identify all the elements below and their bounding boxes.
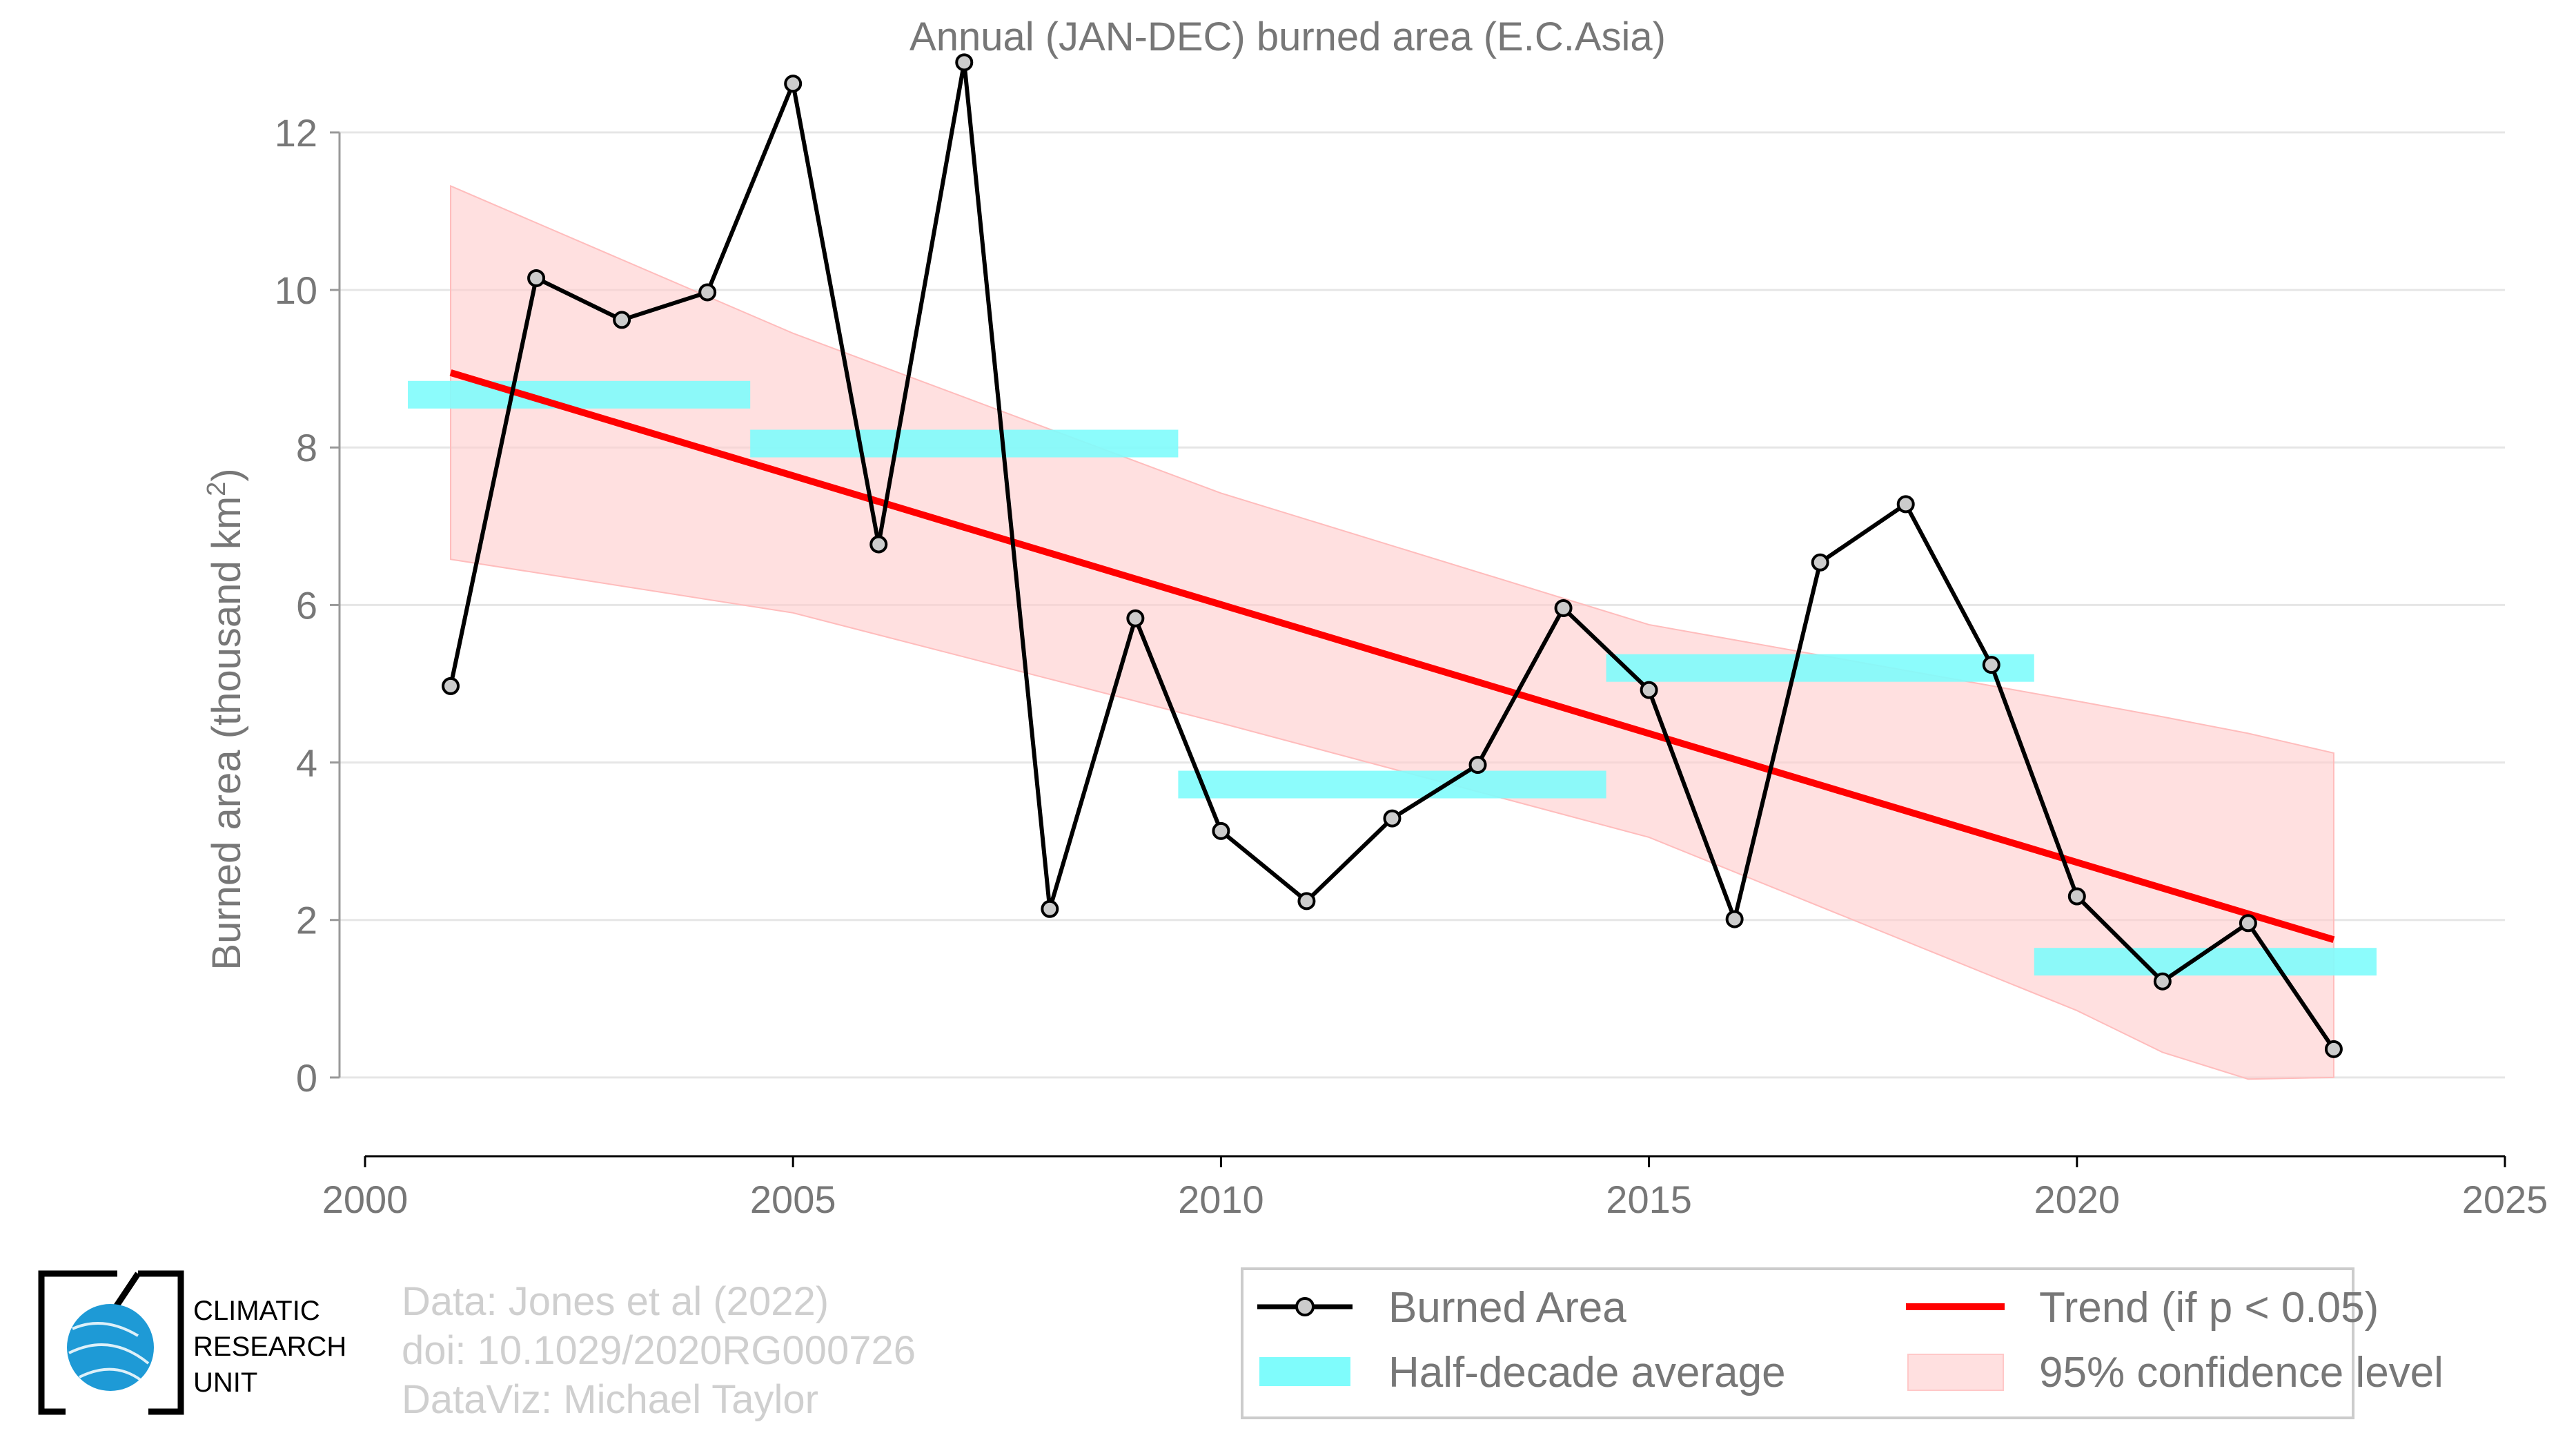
y-axis-label-main: Burned area (thousand km [204,496,249,971]
trend-layer [449,369,2335,944]
globe-icon [67,1304,154,1391]
legend-trend-label: Trend (if p < 0.05) [2039,1284,2379,1332]
cru-logo: CLIMATIC RESEARCH UNIT [38,1270,346,1415]
burned-area-point-2004 [698,283,717,302]
half-decade-bar-1 [750,429,1179,458]
logo-text-line3: UNIT [193,1367,257,1398]
x-tick-label-2025: 2025 [2462,1178,2548,1221]
trend-line [449,369,2335,944]
confidence-band [450,184,2334,1080]
legend-box [1241,1267,2354,1419]
x-tick-labels: 2000 2005 2010 2015 2020 2025 [322,1178,2548,1221]
legend-burned-area-label: Burned Area [1388,1284,1626,1332]
y-tick-labels: 0 2 4 6 8 10 12 [275,111,317,1100]
y-tick-label-4: 4 [296,741,317,785]
legend-burned-area-marker [1295,1297,1315,1316]
burned-area-series-layer [442,53,2343,1058]
burned-area-point-2001 [442,676,460,695]
axes [330,131,2506,1167]
credits: Data: Jones et al (2022) doi: 10.1029/20… [402,1279,916,1422]
burned-area-point-2015 [1640,681,1658,699]
y-tick-label-8: 8 [296,426,317,469]
burned-area-point-2022 [2239,914,2257,933]
burned-area-point-2006 [869,535,888,554]
credit-doi: doi: 10.1029/2020RG000726 [402,1328,916,1373]
credit-data-source: Data: Jones et al (2022) [402,1279,829,1324]
logo-bracket-left [38,1270,117,1415]
burned-area-point-2008 [1041,899,1059,918]
logo-text-line1: CLIMATIC [193,1296,320,1326]
credit-dataviz: DataViz: Michael Taylor [402,1377,818,1422]
x-tick-label-2015: 2015 [1606,1178,1692,1221]
half-decade-bar-2 [1178,770,1606,799]
burned-area-point-2021 [2153,972,2172,991]
half-decade-average-layer [408,380,2377,976]
y-tick-label-10: 10 [275,269,317,312]
x-tick-label-2010: 2010 [1178,1178,1264,1221]
y-axis-label-close: ) [204,468,249,481]
burned-area-point-2002 [527,269,546,287]
legend-confidence-swatch [1907,1354,2004,1391]
confidence-band-layer [450,184,2334,1080]
chart-title: Annual (JAN-DEC) burned area (E.C.Asia) [910,14,1666,59]
legend-confidence-label: 95% confidence level [2039,1349,2444,1396]
y-tick-label-0: 0 [296,1056,317,1100]
x-tick-label-2000: 2000 [322,1178,409,1221]
burned-area-point-2005 [784,75,803,93]
burned-area-point-2018 [1896,495,1915,514]
logo-text-line2: RESEARCH [193,1332,346,1362]
burned-area-point-2010 [1212,821,1230,840]
burned-area-point-2014 [1554,598,1573,617]
y-axis-label: Burned area (thousand km2) [202,468,249,970]
burned-area-point-2011 [1297,892,1316,910]
legend-half-decade-swatch [1259,1357,1350,1386]
y-axis-label-sup: 2 [202,482,231,496]
burned-area-point-2013 [1468,756,1487,774]
logo-bracket-right [138,1270,184,1415]
burned-area-point-2007 [955,53,974,72]
burned-area-point-2017 [1811,553,1829,572]
y-tick-label-12: 12 [275,111,317,155]
y-tick-label-2: 2 [296,899,317,942]
burned-area-point-2016 [1725,910,1744,928]
burned-area-point-2012 [1383,809,1402,828]
x-tick-label-2020: 2020 [2034,1178,2121,1221]
half-decade-bar-0 [408,380,751,409]
half-decade-bar-3 [1606,654,2034,682]
burned-area-point-2023 [2324,1040,2343,1058]
y-tick-label-6: 6 [296,583,317,627]
burned-area-point-2019 [1982,656,2000,674]
legend: Burned Area Half-decade average Trend (i… [1241,1267,2444,1419]
globe-swirl-icon [68,1322,150,1382]
x-tick-label-2005: 2005 [750,1178,836,1221]
burned-area-point-2020 [2067,887,2086,906]
burned-area-point-2009 [1126,609,1145,627]
legend-half-decade-label: Half-decade average [1388,1349,1786,1396]
burned-area-point-2003 [613,311,631,329]
